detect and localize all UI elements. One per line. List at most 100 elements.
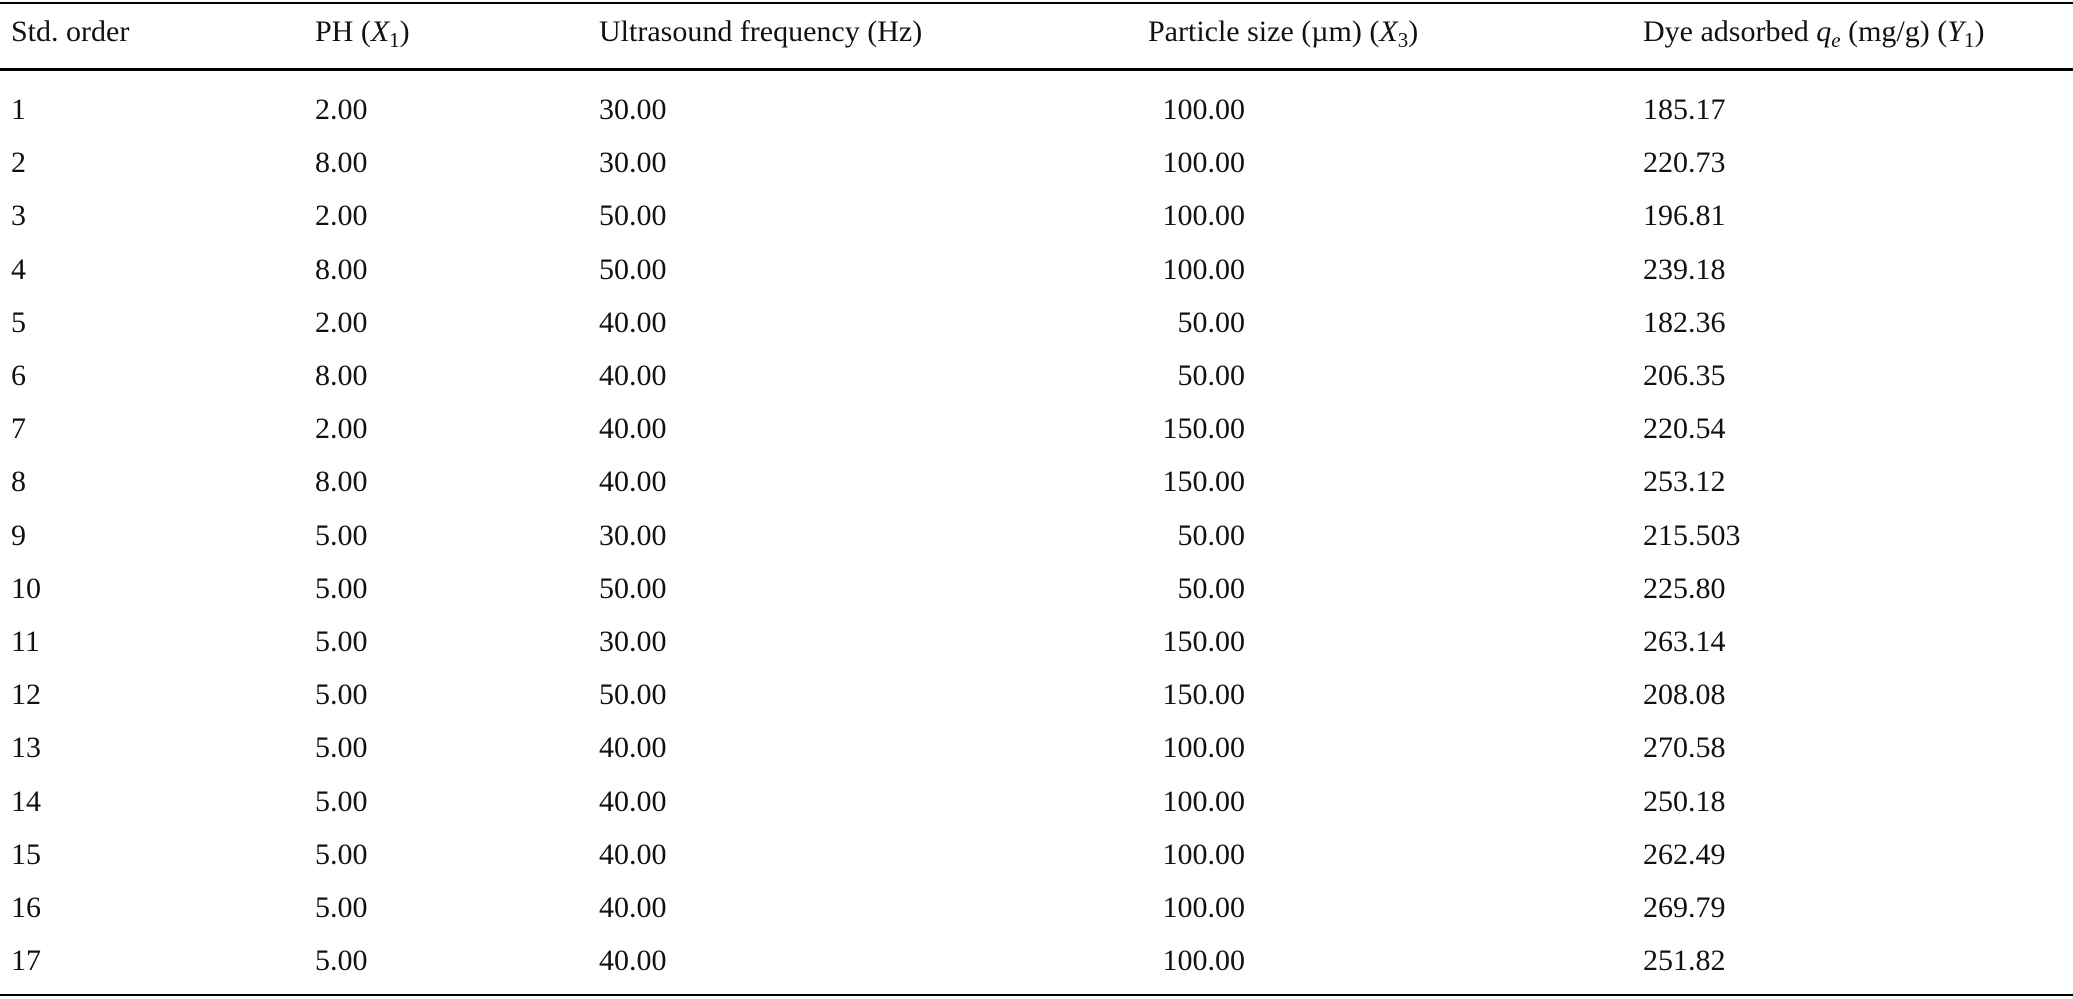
table-cell: 40.00 (599, 359, 667, 392)
header-text: Particle size (µm) ( (1148, 15, 1380, 48)
table-cell: 1 (11, 93, 26, 126)
table-cell: 30.00 (599, 93, 667, 126)
header-text: X (370, 15, 390, 48)
table-cell: 5.00 (315, 571, 368, 605)
table-cell: 14 (11, 784, 41, 818)
header-text: 1 (1963, 28, 1975, 52)
table-cell: 2 (11, 146, 26, 180)
header-text: ) (1974, 15, 1985, 48)
table-cell: 40.00 (599, 731, 667, 765)
table-cell: 220.54 (1643, 412, 1726, 446)
table-cell: 40.00 (599, 891, 667, 924)
table-cell: 220.73 (1643, 146, 1726, 180)
table-cell: 8.00 (315, 465, 368, 499)
table-cell: 150.00 (1162, 625, 1246, 658)
table-cell: 40.00 (599, 944, 667, 978)
table-cell: 8.00 (315, 252, 368, 286)
table-cell: 2.00 (315, 199, 368, 233)
header-cell: PH (X1) (315, 14, 410, 58)
table-cell: 270.58 (1643, 731, 1726, 765)
table-cell: 6 (11, 359, 26, 392)
table-cell: 239.18 (1643, 252, 1726, 286)
header-text: q (1816, 15, 1832, 48)
table-cell: 40.00 (599, 412, 667, 446)
table-cell: 50.00 (599, 252, 667, 286)
header-text: ) (1408, 15, 1419, 48)
table-cell: 263.14 (1643, 625, 1726, 658)
table-cell: 100.00 (1162, 146, 1246, 180)
header-text: 1 (389, 28, 400, 52)
table-cell: 3 (11, 199, 26, 233)
table-cell: 4 (11, 252, 26, 286)
header-text: Ultrasound frequency (Hz) (599, 15, 923, 48)
table-cell: 100.00 (1162, 837, 1246, 871)
table-cell: 50.00 (1177, 305, 1246, 339)
table-cell: 2.00 (315, 305, 368, 339)
header-cell: Ultrasound frequency (Hz) (599, 14, 922, 50)
table-cell: 30.00 (599, 625, 667, 658)
table-cell: 100.00 (1162, 252, 1246, 286)
table-cell: 253.12 (1643, 465, 1726, 499)
table-cell: 100.00 (1162, 93, 1246, 126)
table-cell: 100.00 (1162, 891, 1246, 924)
bottom-rule (0, 994, 2073, 996)
header-cell: Particle size (µm) (X3) (1148, 14, 1418, 58)
table-cell: 208.08 (1643, 678, 1726, 712)
table-cell: 40.00 (599, 465, 667, 499)
table-cell: 5 (11, 305, 26, 339)
header-text: X (1379, 15, 1398, 48)
header-text: (mg/g) ( (1840, 15, 1948, 48)
table-cell: 269.79 (1643, 891, 1726, 924)
table-cell: 11 (11, 625, 40, 658)
table-cell: 251.82 (1643, 944, 1726, 978)
table-cell: 8 (11, 465, 26, 499)
header-text: ) (399, 15, 410, 48)
table-cell: 50.00 (599, 571, 667, 605)
table-cell: 100.00 (1162, 944, 1246, 978)
table-cell: 40.00 (599, 305, 667, 339)
table-cell: 5.00 (315, 625, 368, 658)
table-cell: 50.00 (599, 678, 667, 712)
table-cell: 206.35 (1643, 359, 1726, 392)
table-cell: 2.00 (315, 93, 368, 126)
table-cell: 196.81 (1643, 199, 1726, 233)
table-cell: 150.00 (1162, 465, 1246, 499)
table-cell: 182.36 (1643, 305, 1726, 339)
table-cell: 5.00 (315, 891, 368, 924)
table-cell: 5.00 (315, 784, 368, 818)
header-text: PH ( (315, 15, 371, 48)
table-cell: 50.00 (599, 199, 667, 233)
header-cell: Std. order (11, 14, 129, 50)
header-text: Y (1947, 15, 1964, 48)
table-cell: 5.00 (315, 678, 368, 712)
table-cell: 50.00 (1177, 359, 1246, 392)
table-cell: 8.00 (315, 146, 368, 180)
table-cell: 10 (11, 571, 41, 605)
header-rule (0, 68, 2073, 71)
header-text: Std. order (11, 15, 130, 48)
table-cell: 5.00 (315, 944, 368, 978)
table-cell: 5.00 (315, 731, 368, 765)
table-cell: 215.503 (1643, 518, 1741, 552)
table-cell: 7 (11, 412, 26, 446)
table-cell: 50.00 (1177, 518, 1246, 552)
table-cell: 40.00 (599, 837, 667, 871)
table-cell: 5.00 (315, 837, 368, 871)
table-cell: 2.00 (315, 412, 368, 446)
table-cell: 30.00 (599, 518, 667, 552)
header-text: 3 (1397, 28, 1409, 52)
table-cell: 50.00 (1177, 571, 1246, 605)
table-cell: 15 (11, 837, 41, 871)
table-cell: 17 (11, 944, 41, 978)
table-cell: 8.00 (315, 359, 368, 392)
table-cell: 40.00 (599, 784, 667, 818)
top-rule (0, 2, 2073, 4)
table-cell: 100.00 (1162, 199, 1246, 233)
table-cell: 185.17 (1643, 93, 1726, 126)
table-cell: 5.00 (315, 518, 368, 552)
table-cell: 150.00 (1162, 412, 1246, 446)
table-cell: 262.49 (1643, 837, 1726, 871)
header-text: e (1831, 28, 1841, 52)
table-cell: 13 (11, 731, 41, 765)
